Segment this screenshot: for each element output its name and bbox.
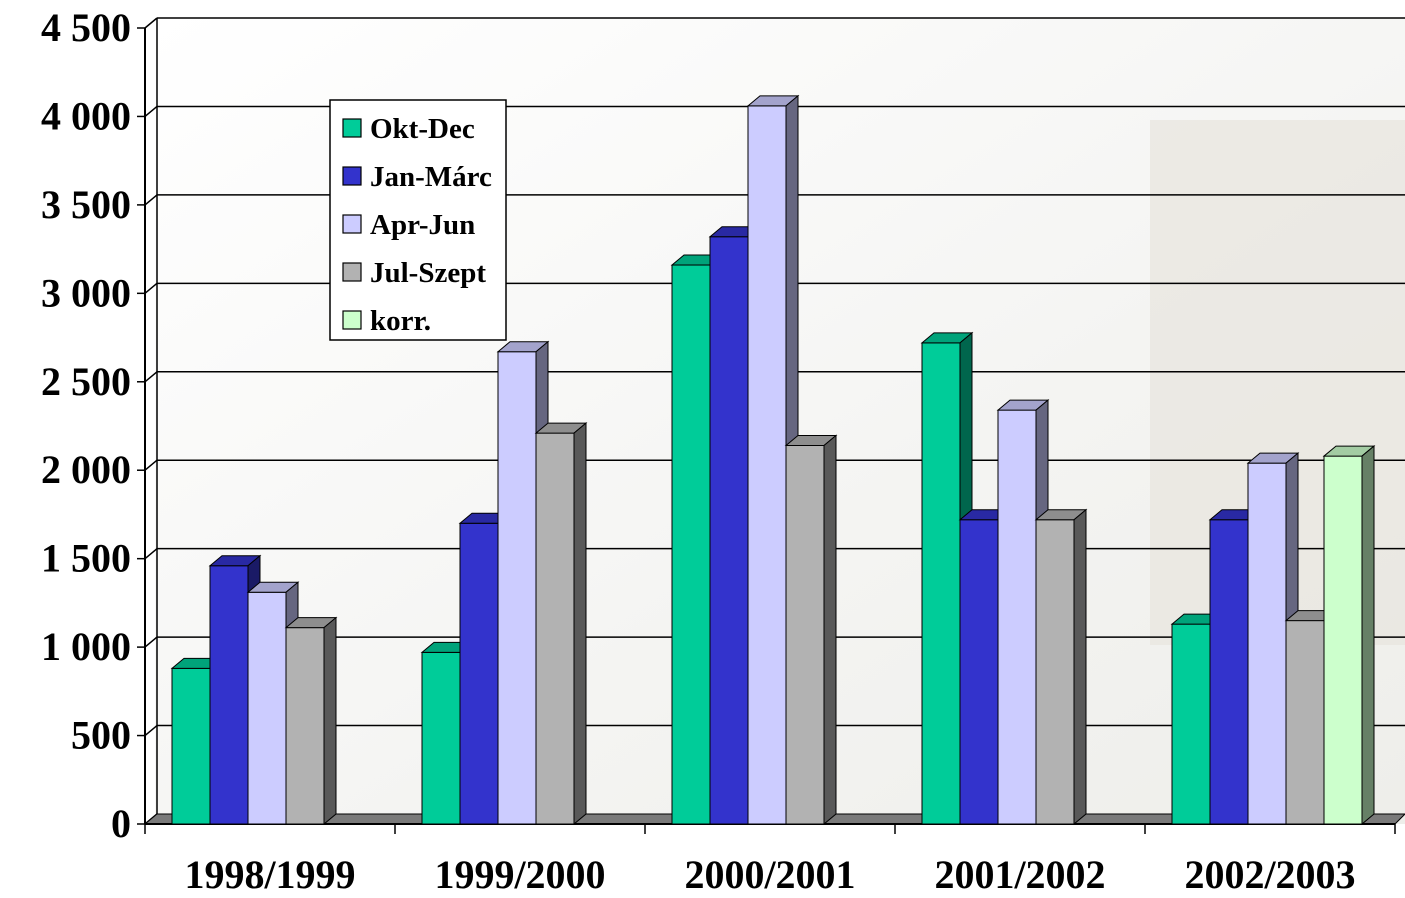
bar-side [823, 434, 837, 826]
bar-front [1247, 462, 1287, 825]
y-axis-tick [144, 724, 158, 737]
y-tick-label: 4 500 [41, 5, 131, 50]
x-tick-label: 1998/1999 [184, 852, 355, 897]
legend-label: korr. [370, 305, 431, 337]
bar [1322, 445, 1376, 826]
y-tick-label: 500 [71, 713, 131, 758]
bar-front [959, 519, 999, 825]
x-tick-label: 2002/2003 [1184, 852, 1355, 897]
legend-swatch [342, 262, 362, 282]
y-tick-label: 2 000 [41, 447, 131, 492]
bar-side [573, 422, 587, 826]
bar [784, 434, 838, 826]
bar [284, 616, 338, 826]
legend-swatch [342, 310, 362, 330]
y-axis-tick [144, 459, 158, 471]
bar-front [171, 667, 211, 825]
y-tick-label: 1 000 [41, 624, 131, 669]
y-axis-tick [144, 194, 158, 206]
legend-label: Jan-Márc [370, 161, 492, 193]
y-axis-tick [144, 17, 158, 29]
x-tick-label: 2001/2002 [934, 852, 1105, 897]
y-tick-label: 3 500 [41, 182, 131, 227]
bar-front [247, 591, 287, 825]
bar-side [1073, 508, 1087, 826]
y-axis-tick [144, 548, 158, 560]
bar-side [323, 616, 337, 826]
y-axis-tick [144, 105, 158, 118]
bars [170, 94, 1376, 826]
bar-front [1171, 623, 1211, 825]
bar-front [285, 627, 325, 825]
legend-swatch [342, 118, 362, 138]
bar-front [535, 432, 575, 825]
y-axis-tick [144, 636, 158, 648]
bar-front [671, 264, 711, 825]
legend-swatch [342, 166, 362, 186]
bar-front [209, 565, 249, 825]
legend-label: Jul-Szept [370, 257, 486, 289]
bar-front [921, 342, 961, 825]
legend-label: Apr-Jun [370, 209, 475, 241]
legend-item: korr. [342, 305, 431, 337]
bar-front [459, 522, 499, 825]
x-tick-label: 1999/2000 [434, 852, 605, 897]
legend-item: Jan-Márc [342, 161, 492, 193]
bar-front [1209, 519, 1249, 825]
legend-item: Okt-Dec [342, 113, 475, 145]
bar-front [1285, 620, 1325, 825]
legend-item: Jul-Szept [342, 257, 486, 289]
legend-item: Apr-Jun [342, 209, 475, 241]
x-tick-labels: 1998/1999 1999/2000 2000/2001 2001/2002 2002… [184, 852, 1355, 897]
legend-swatch [342, 214, 362, 234]
y-tick-labels: 0 500 1 000 1 500 2 000 2 500 3 000 3 500 4 000 4… [41, 5, 131, 846]
bar-front [785, 444, 825, 825]
y-tick-label: 3 000 [41, 270, 131, 315]
bar-front [497, 351, 537, 825]
y-tick-label: 0 [111, 801, 131, 846]
bar-front [421, 651, 461, 825]
bar-front [997, 409, 1037, 825]
bar-front [1323, 455, 1363, 825]
bar-front [747, 105, 787, 825]
y-tick-label: 2 500 [41, 359, 131, 404]
bar [1034, 508, 1088, 826]
x-tick-label: 2000/2001 [684, 852, 855, 897]
y-axis-tick [144, 282, 158, 294]
y-tick-label: 4 000 [41, 93, 131, 138]
bar-front [1035, 519, 1075, 825]
legend-label: Okt-Dec [370, 113, 475, 145]
bar [534, 422, 588, 826]
legend: Okt-Dec Jan-Márc Apr-Jun Jul-Szept korr. [329, 99, 507, 341]
bar-side [1361, 445, 1375, 826]
y-tick-label: 1 500 [41, 536, 131, 581]
bar-front [709, 236, 749, 825]
y-axis-tick [144, 371, 158, 383]
